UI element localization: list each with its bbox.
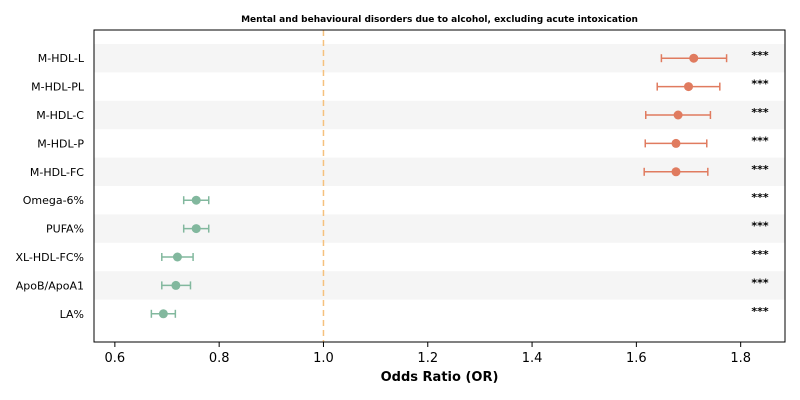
row-label: M-HDL-FC <box>30 166 84 179</box>
or-point <box>671 167 681 177</box>
significance-label: *** <box>751 305 769 318</box>
significance-label: *** <box>751 78 769 91</box>
significance-label: *** <box>751 191 769 204</box>
or-point <box>158 309 168 319</box>
significance-label: *** <box>751 163 769 176</box>
or-point <box>673 110 683 120</box>
chart-title: Mental and behavioural disorders due to … <box>241 15 638 25</box>
x-axis-label: Odds Ratio (OR) <box>381 370 499 385</box>
x-tick-label: 1.2 <box>417 351 438 366</box>
significance-label: *** <box>751 49 769 62</box>
x-tick-label: 1.0 <box>313 351 334 366</box>
y-axis-labels: M-HDL-L M-HDL-PL M-HDL-C M-HDL-P M-HDL-FC Ome… <box>15 52 84 321</box>
or-point <box>684 82 694 92</box>
row-label: Omega-6% <box>23 194 84 207</box>
or-point <box>689 53 699 63</box>
row-label: M-HDL-PL <box>31 81 85 94</box>
x-tick-label: 1.4 <box>522 351 543 366</box>
row-label: ApoB/ApoA1 <box>16 279 84 292</box>
or-point <box>171 280 181 290</box>
significance-label: *** <box>751 276 769 289</box>
or-point <box>172 252 182 262</box>
row-label: XL-HDL-FC% <box>15 251 84 264</box>
plot-marks: *** *** *** *** *** *** *** *** *** *** <box>150 49 769 319</box>
row-label: M-HDL-P <box>37 137 84 150</box>
significance-label: *** <box>751 248 769 261</box>
x-tick-label: 0.6 <box>105 351 126 366</box>
row-label: M-HDL-L <box>38 52 85 65</box>
x-tick-label: 0.8 <box>209 351 230 366</box>
or-point <box>191 224 201 234</box>
row-label: M-HDL-C <box>36 109 84 122</box>
significance-label: *** <box>751 134 769 147</box>
plot-frame <box>93 29 786 343</box>
row-label: PUFA% <box>46 223 84 236</box>
x-tick-label: 1.8 <box>730 351 751 366</box>
x-axis: 0.6 0.8 1.0 1.2 1.4 1.6 1.8 <box>105 342 751 366</box>
significance-label: *** <box>751 220 769 233</box>
row-label: LA% <box>60 308 84 321</box>
x-tick-label: 1.6 <box>626 351 647 366</box>
or-point <box>671 138 681 148</box>
or-point <box>191 195 201 205</box>
row-band <box>94 271 785 300</box>
significance-label: *** <box>751 106 769 119</box>
